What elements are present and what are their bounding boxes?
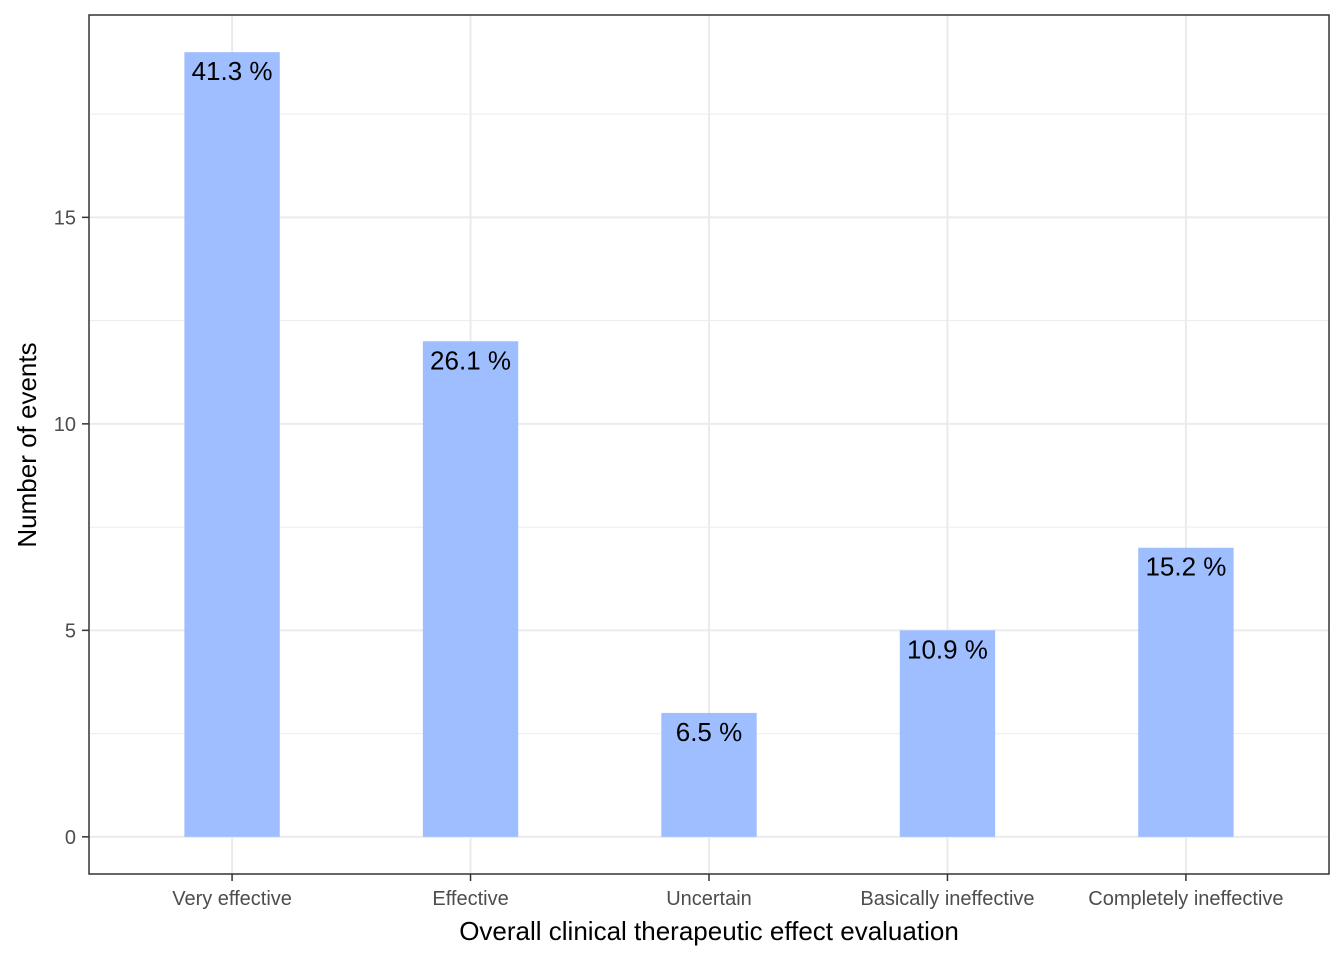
y-tick-label: 5 xyxy=(65,620,76,642)
x-tick-label: Completely ineffective xyxy=(1088,888,1283,910)
x-tick-label: Effective xyxy=(432,888,508,910)
y-tick-label: 10 xyxy=(54,414,76,436)
major-gridlines xyxy=(89,15,1329,874)
x-tick-label: Uncertain xyxy=(666,888,752,910)
x-axis-title: Overall clinical therapeutic effect eval… xyxy=(459,916,959,946)
bar xyxy=(422,341,519,837)
bar-value-label: 41.3 % xyxy=(192,56,273,86)
bars xyxy=(184,52,1234,837)
x-tick-label: Basically ineffective xyxy=(860,888,1034,910)
x-tick-label: Very effective xyxy=(172,888,292,910)
x-axis: Very effective Effective Uncertain Basicall… xyxy=(172,874,1284,910)
bar-value-label: 26.1 % xyxy=(430,345,511,375)
bar-value-label: 10.9 % xyxy=(907,634,988,664)
y-axis-title: Number of events xyxy=(12,342,42,547)
y-tick-label: 15 xyxy=(54,207,76,229)
bar xyxy=(1138,547,1234,837)
y-axis: 0 5 10 15 xyxy=(54,207,89,849)
bar-value-label: 15.2 % xyxy=(1145,552,1226,582)
bar xyxy=(184,52,280,837)
y-tick-label: 0 xyxy=(65,827,76,849)
bar xyxy=(661,712,757,837)
bar-value-labels: 41.3 % 26.1 % 6.5 % 10.9 % 15.2 % xyxy=(192,56,1227,747)
bar xyxy=(899,630,996,837)
bar-value-label: 6.5 % xyxy=(676,717,743,747)
